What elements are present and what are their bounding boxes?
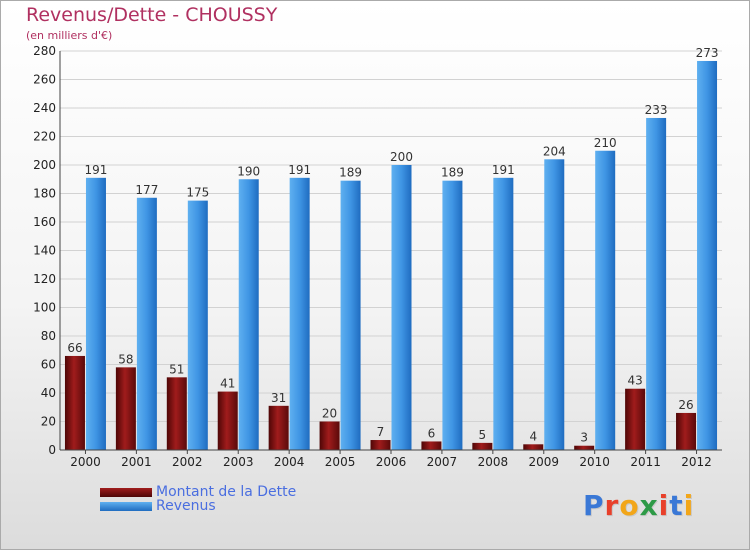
debt-bar-value-label: 5 xyxy=(479,428,487,442)
y-tick-label: 160 xyxy=(33,215,56,229)
legend-swatch-dette xyxy=(100,488,152,497)
revenue-bar xyxy=(136,197,157,450)
y-tick-label: 40 xyxy=(41,386,56,400)
revenue-bar xyxy=(595,150,616,450)
debt-bar-value-label: 6 xyxy=(428,426,436,440)
revenue-bar xyxy=(493,177,514,450)
debt-bar-value-label: 51 xyxy=(169,362,184,376)
logo-letter: x xyxy=(639,489,659,522)
y-tick-label: 280 xyxy=(33,44,56,58)
legend-label-revenus: Revenus xyxy=(156,498,216,514)
debt-bar xyxy=(319,421,340,450)
debt-bar xyxy=(217,391,238,450)
debt-bar-value-label: 7 xyxy=(377,425,385,439)
x-tick-label: 2001 xyxy=(121,455,152,469)
revenue-bar-value-label: 177 xyxy=(135,183,158,197)
x-tick-label: 2005 xyxy=(325,455,356,469)
legend-swatch-revenus xyxy=(100,502,152,511)
revenue-bar-value-label: 210 xyxy=(594,136,617,150)
logo-letter: i xyxy=(658,489,670,522)
debt-bar xyxy=(370,440,391,450)
debt-bar xyxy=(268,405,289,450)
y-tick-label: 220 xyxy=(33,130,56,144)
revenue-bar xyxy=(187,200,208,450)
logo-letter: o xyxy=(619,489,640,522)
y-tick-label: 80 xyxy=(41,329,56,343)
x-tick-label: 2011 xyxy=(630,455,661,469)
y-tick-label: 200 xyxy=(33,158,56,172)
debt-bar xyxy=(421,441,442,450)
x-tick-label: 2003 xyxy=(223,455,254,469)
revenue-bar xyxy=(85,177,106,450)
debt-bar-value-label: 66 xyxy=(67,341,82,355)
revenue-bar xyxy=(238,179,259,450)
debt-bar-value-label: 43 xyxy=(627,374,642,388)
debt-bar-value-label: 4 xyxy=(529,429,537,443)
debt-bar-value-label: 26 xyxy=(678,398,693,412)
x-tick-label: 2004 xyxy=(274,455,305,469)
y-tick-label: 140 xyxy=(33,244,56,258)
logo-letter: r xyxy=(604,489,620,522)
revenue-bar-value-label: 175 xyxy=(186,186,209,200)
revenue-bar-value-label: 189 xyxy=(441,166,464,180)
y-tick-label: 100 xyxy=(33,301,56,315)
proxiti-logo: Proxiti xyxy=(583,489,694,522)
x-tick-label: 2010 xyxy=(579,455,610,469)
chart-subtitle: (en milliers d'€) xyxy=(26,29,113,42)
legend-label-dette: Montant de la Dette xyxy=(156,484,297,500)
debt-bar xyxy=(166,377,187,450)
y-tick-label: 60 xyxy=(41,358,56,372)
revenue-bar xyxy=(646,117,667,450)
x-tick-label: 2007 xyxy=(427,455,458,469)
y-tick-label: 240 xyxy=(33,101,56,115)
revenue-bar-value-label: 273 xyxy=(696,46,719,60)
y-tick-label: 120 xyxy=(33,272,56,286)
debt-bar xyxy=(472,442,493,450)
debt-bar xyxy=(574,445,595,450)
debt-bar-value-label: 3 xyxy=(580,431,588,445)
debt-bar xyxy=(523,444,544,450)
revenue-bar xyxy=(697,60,718,450)
revenue-bar xyxy=(289,177,310,450)
debt-bar xyxy=(625,388,646,450)
y-tick-label: 20 xyxy=(41,415,56,429)
revenue-bar-value-label: 189 xyxy=(339,166,362,180)
revenue-bar-value-label: 200 xyxy=(390,150,413,164)
revenue-bar-value-label: 204 xyxy=(543,144,566,158)
revenue-bar-value-label: 190 xyxy=(237,164,260,178)
y-tick-label: 180 xyxy=(33,187,56,201)
debt-bar-value-label: 31 xyxy=(271,391,286,405)
logo-letter: P xyxy=(583,489,605,522)
x-tick-label: 2002 xyxy=(172,455,203,469)
debt-bar xyxy=(64,355,85,450)
revenue-bar-value-label: 233 xyxy=(645,103,668,117)
revenue-bar xyxy=(544,159,565,451)
x-tick-label: 2008 xyxy=(478,455,509,469)
revenue-bar xyxy=(340,180,361,451)
revenue-bar xyxy=(391,165,412,450)
y-tick-label: 0 xyxy=(48,443,56,457)
debt-bar-value-label: 20 xyxy=(322,407,337,421)
debt-bar xyxy=(676,412,697,450)
debt-bar xyxy=(115,367,136,450)
debt-bar-value-label: 41 xyxy=(220,377,235,391)
y-tick-label: 260 xyxy=(33,73,56,87)
revenue-bar-value-label: 191 xyxy=(288,163,311,177)
logo-letter: t xyxy=(669,489,684,522)
revenue-bar-value-label: 191 xyxy=(492,163,515,177)
x-tick-label: 2009 xyxy=(528,455,559,469)
revenue-bar-value-label: 191 xyxy=(85,163,108,177)
x-tick-label: 2012 xyxy=(681,455,712,469)
x-tick-label: 2000 xyxy=(70,455,101,469)
revenue-bar xyxy=(442,180,463,451)
logo-letter: i xyxy=(683,489,695,522)
chart-title: Revenus/Dette - CHOUSSY xyxy=(26,4,278,26)
debt-bar-value-label: 58 xyxy=(118,352,133,366)
x-tick-label: 2006 xyxy=(376,455,407,469)
